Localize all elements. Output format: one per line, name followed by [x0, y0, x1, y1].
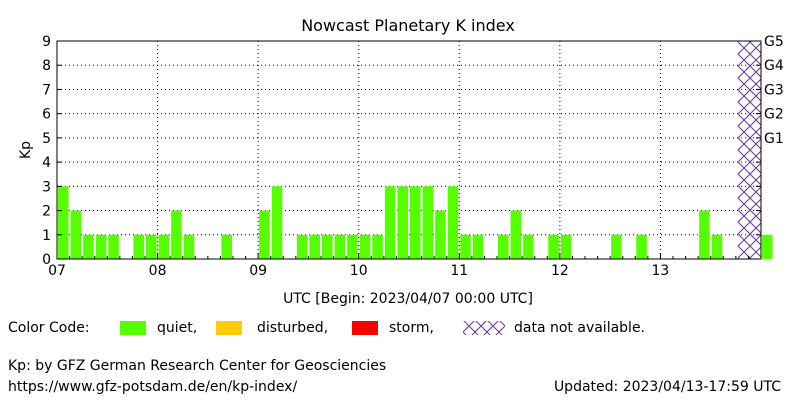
legend-swatch-quiet	[120, 321, 146, 335]
y-tick-labels: 0 1 2 3 4 5 6 7 8 9	[42, 34, 51, 268]
bar-series	[58, 186, 773, 259]
y-tick-label: 3	[42, 179, 51, 195]
grid-lines	[57, 41, 761, 259]
kp-bar	[422, 186, 434, 259]
kp-bar	[171, 210, 182, 259]
x-tick-label: 07	[48, 263, 66, 279]
axes	[56, 40, 762, 260]
y-tick-label: 8	[42, 58, 51, 74]
kp-bar	[397, 186, 408, 259]
kp-bar	[183, 234, 195, 259]
kp-bar	[83, 234, 94, 259]
kp-bar	[322, 234, 333, 259]
kp-bar	[636, 234, 647, 259]
kp-bar	[460, 234, 471, 259]
kp-bar	[447, 186, 459, 259]
legend-swatch-not-available	[463, 321, 505, 335]
x-tick-label: 13	[652, 263, 670, 279]
x-tick-labels: 07 08 09 10 11 12 13	[48, 263, 669, 279]
y-tick-label: 2	[42, 204, 51, 220]
x-tick-label: 08	[149, 263, 167, 279]
kp-bar	[70, 210, 82, 259]
y-tick-label: 6	[42, 107, 51, 123]
kp-bar	[347, 234, 358, 259]
kp-bar	[510, 210, 522, 259]
g-scale-label: G2	[764, 107, 784, 123]
g-scale-label: G5	[764, 34, 784, 50]
kp-bar	[133, 234, 144, 259]
kp-bar	[548, 234, 559, 259]
kp-bar	[523, 234, 534, 259]
legend-label-quiet: quiet,	[157, 320, 198, 336]
kp-bar	[296, 234, 308, 259]
kp-bar	[359, 234, 371, 259]
g-scale-label: G1	[764, 131, 784, 147]
credit-text: Kp: by GFZ German Research Center for Ge…	[8, 358, 387, 374]
y-axis-label: Kp	[18, 141, 34, 159]
x-tick-label: 09	[249, 263, 267, 279]
kp-bar	[611, 234, 622, 259]
kp-bar	[108, 234, 119, 259]
x-tick-label: 10	[350, 263, 368, 279]
kp-bar	[58, 186, 69, 259]
source-url[interactable]: https://www.gfz-potsdam.de/en/kp-index/	[8, 379, 298, 395]
legend-label-disturbed: disturbed,	[257, 320, 329, 336]
legend-swatch-disturbed	[216, 321, 242, 335]
kp-bar	[435, 210, 446, 259]
legend-title: Color Code:	[8, 320, 90, 336]
kp-bar	[95, 234, 107, 259]
y-tick-label: 1	[42, 228, 51, 244]
g-scale-label: G4	[764, 58, 784, 74]
y-tick-label: 9	[42, 34, 51, 50]
y-tick-label: 7	[42, 82, 51, 98]
legend-label-not-available: data not available.	[514, 320, 646, 336]
kp-bar	[762, 234, 773, 259]
kp-bar	[410, 186, 421, 259]
kp-bar	[472, 234, 484, 259]
kp-bar	[146, 234, 157, 259]
kp-bar	[560, 234, 572, 259]
kp-bar	[711, 234, 723, 259]
data-not-available-region	[737, 41, 761, 259]
g-scale-labels: G1 G2 G3 G4 G5	[764, 34, 784, 147]
kp-bar	[699, 210, 710, 259]
kp-bar	[271, 186, 283, 259]
kp-bar	[334, 234, 346, 259]
updated-timestamp: Updated: 2023/04/13-17:59 UTC	[553, 379, 781, 395]
x-tick-label: 11	[450, 263, 468, 279]
y-tick-label: 0	[42, 252, 51, 268]
g-scale-label: G3	[764, 82, 784, 98]
x-tick-label: 12	[551, 263, 569, 279]
plot-frame	[56, 40, 762, 260]
x-axis-label: UTC [Begin: 2023/04/07 00:00 UTC]	[283, 291, 533, 307]
chart-title: Nowcast Planetary K index	[301, 16, 515, 35]
kp-bar	[372, 234, 383, 259]
legend-label-storm: storm,	[389, 320, 434, 336]
y-tick-label: 4	[42, 155, 51, 171]
kp-bar	[259, 210, 270, 259]
kp-bar	[384, 186, 396, 259]
kp-bar	[158, 234, 170, 259]
kp-bar	[309, 234, 320, 259]
y-tick-label: 5	[42, 131, 51, 147]
legend-swatch-storm	[352, 321, 378, 335]
kp-bar	[221, 234, 232, 259]
kp-bar	[498, 234, 509, 259]
